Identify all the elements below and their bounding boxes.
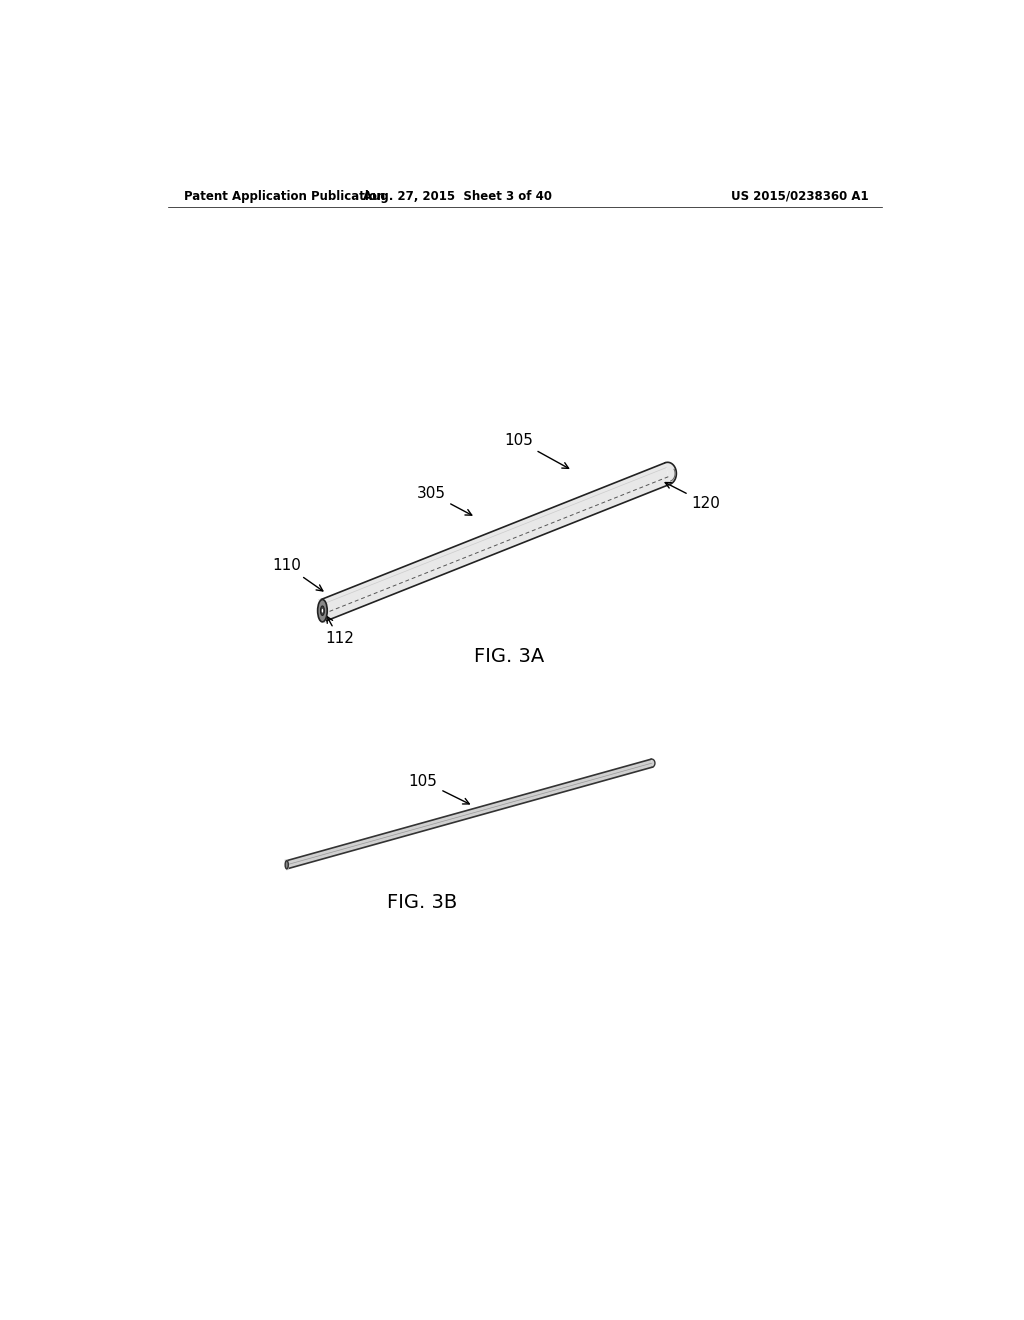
Text: 120: 120	[666, 483, 720, 511]
Ellipse shape	[322, 609, 324, 612]
Ellipse shape	[285, 861, 289, 869]
Text: 110: 110	[272, 558, 323, 591]
Text: FIG. 3B: FIG. 3B	[386, 892, 457, 912]
Polygon shape	[319, 463, 671, 622]
Text: Patent Application Publication: Patent Application Publication	[183, 190, 385, 202]
Text: Aug. 27, 2015  Sheet 3 of 40: Aug. 27, 2015 Sheet 3 of 40	[362, 190, 552, 202]
Text: FIG. 3A: FIG. 3A	[474, 647, 544, 665]
Ellipse shape	[317, 599, 328, 622]
Polygon shape	[665, 462, 677, 484]
Text: 105: 105	[409, 774, 469, 804]
Text: US 2015/0238360 A1: US 2015/0238360 A1	[731, 190, 868, 202]
Text: 112: 112	[325, 616, 353, 645]
Ellipse shape	[321, 606, 325, 615]
Text: 305: 305	[417, 486, 472, 515]
Text: 105: 105	[504, 433, 568, 469]
Polygon shape	[286, 759, 652, 869]
Polygon shape	[651, 759, 655, 767]
